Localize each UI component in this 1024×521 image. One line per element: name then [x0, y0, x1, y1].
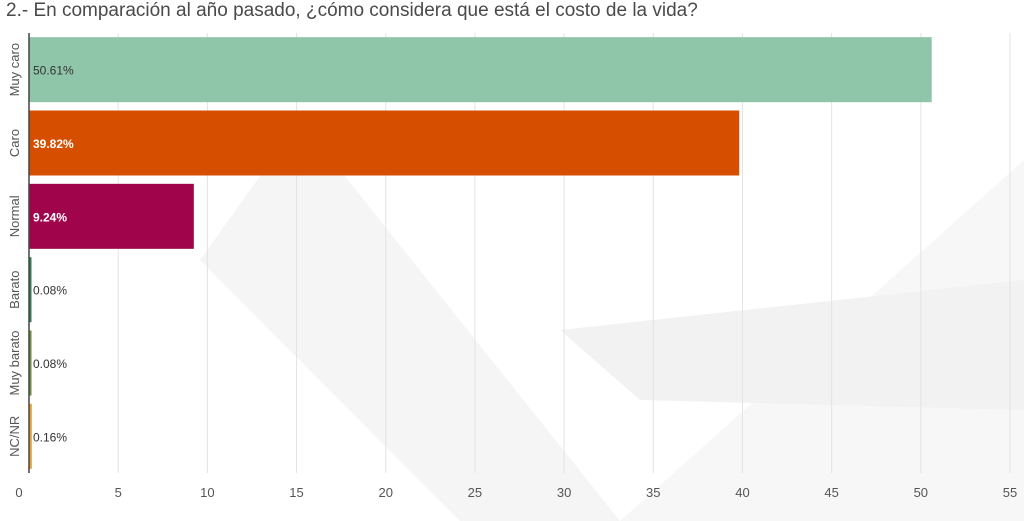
data-label: 9.24%: [33, 210, 67, 224]
category-label: Muy caro: [7, 43, 22, 96]
bar-muy-caro: [29, 37, 932, 103]
x-tick-label: 40: [735, 485, 749, 500]
axes: 0 5 10 15 20 25 30 35 40 45 50 55 Muy caro Caro Normal…: [7, 33, 1017, 500]
x-tick-label: 30: [557, 485, 571, 500]
category-label: NC/NR: [7, 416, 22, 457]
category-label: Caro: [7, 129, 22, 157]
x-tick-label: 10: [200, 485, 214, 500]
data-label: 0.08%: [33, 284, 67, 298]
category-label: Normal: [7, 195, 22, 237]
data-label: 39.82%: [33, 137, 74, 151]
x-tick-label: 50: [914, 485, 928, 500]
category-label: Muy barato: [7, 330, 22, 395]
x-tick-label: 20: [378, 485, 392, 500]
data-label: 50.61%: [33, 64, 74, 78]
data-label: 0.16%: [33, 430, 67, 444]
bar-normal: [29, 183, 194, 249]
bar-muy-barato: [29, 330, 32, 396]
bar-barato: [29, 257, 32, 323]
data-label: 0.08%: [33, 357, 67, 371]
grid-lines: [117, 33, 1011, 473]
x-tick-label: 5: [115, 485, 122, 500]
x-tick-label: 15: [289, 485, 303, 500]
chart-title: 2.- En comparación al año pasado, ¿cómo …: [6, 0, 698, 21]
category-label: Barato: [7, 271, 22, 309]
x-tick-label: 35: [646, 485, 660, 500]
x-tick-label: 55: [1003, 485, 1017, 500]
bar-caro: [29, 110, 740, 176]
bars: 50.61% 39.82% 9.24% 0.08% 0.08% 0.16%: [29, 37, 932, 469]
x-tick-label: 25: [468, 485, 482, 500]
x-tick-label: 0: [15, 485, 22, 500]
x-tick-label: 45: [824, 485, 838, 500]
bar-nc-nr: [29, 403, 32, 469]
